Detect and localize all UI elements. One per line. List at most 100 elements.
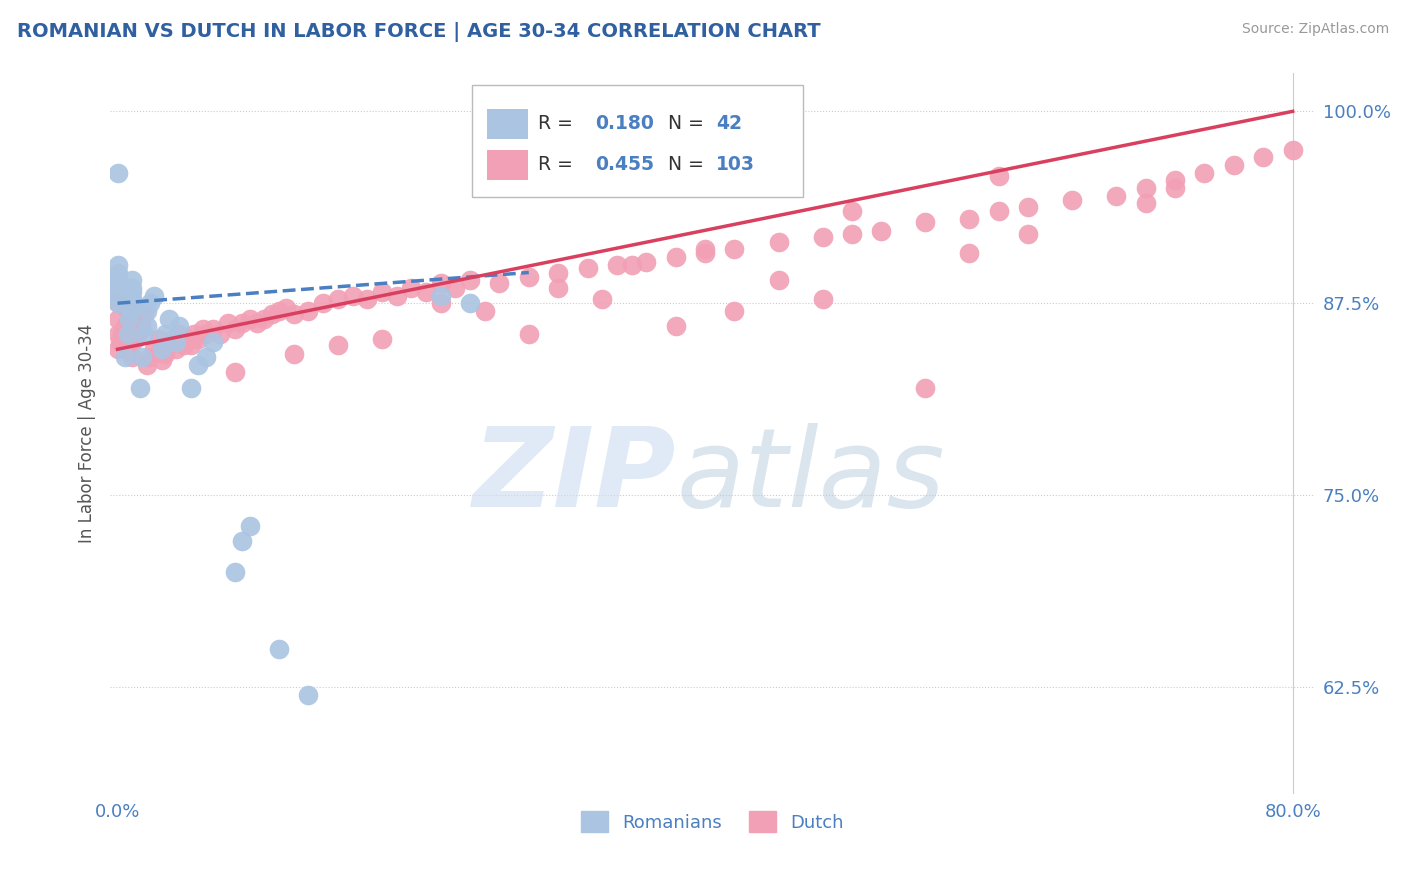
Point <box>576 260 599 275</box>
Point <box>1164 181 1187 195</box>
Point <box>260 307 283 321</box>
Point <box>1135 196 1157 211</box>
Point <box>458 273 481 287</box>
Point <box>488 277 510 291</box>
Point <box>114 319 136 334</box>
Point <box>239 518 262 533</box>
Point <box>117 304 139 318</box>
Point <box>385 288 408 302</box>
Point <box>429 288 451 302</box>
Point <box>342 288 364 302</box>
Point <box>143 288 166 302</box>
Point <box>148 332 170 346</box>
Point <box>209 326 232 341</box>
Point <box>693 243 716 257</box>
Point <box>139 350 162 364</box>
Point <box>107 273 129 287</box>
Point <box>150 343 173 357</box>
Point <box>517 270 540 285</box>
Text: ZIP: ZIP <box>472 424 676 531</box>
Point <box>217 316 239 330</box>
FancyBboxPatch shape <box>471 86 803 197</box>
Point <box>283 347 305 361</box>
Point <box>153 347 176 361</box>
Point <box>1017 200 1039 214</box>
Point <box>177 332 200 346</box>
Point <box>167 326 190 341</box>
Point <box>107 281 129 295</box>
Text: 42: 42 <box>716 114 742 133</box>
Point <box>371 285 394 300</box>
Point <box>165 343 187 357</box>
Point <box>723 304 745 318</box>
Point <box>246 316 269 330</box>
Point <box>121 334 143 349</box>
Point <box>191 322 214 336</box>
Point <box>224 322 246 336</box>
Point <box>841 227 863 241</box>
Point <box>326 292 349 306</box>
Point <box>326 337 349 351</box>
Point <box>132 307 155 321</box>
Point <box>841 204 863 219</box>
Point <box>914 215 936 229</box>
Point <box>143 343 166 357</box>
FancyBboxPatch shape <box>486 109 529 139</box>
Point <box>231 316 253 330</box>
Point <box>914 381 936 395</box>
Point <box>665 250 688 264</box>
Point <box>135 319 157 334</box>
Point <box>180 337 202 351</box>
Point <box>110 334 132 349</box>
Point <box>665 319 688 334</box>
Point <box>107 311 129 326</box>
Text: atlas: atlas <box>676 424 945 531</box>
Point <box>474 304 496 318</box>
FancyBboxPatch shape <box>486 150 529 180</box>
Point <box>312 296 335 310</box>
Point <box>458 296 481 310</box>
Text: ROMANIAN VS DUTCH IN LABOR FORCE | AGE 30-34 CORRELATION CHART: ROMANIAN VS DUTCH IN LABOR FORCE | AGE 3… <box>17 22 821 42</box>
Point <box>107 288 129 302</box>
Point <box>111 326 134 341</box>
Point <box>194 326 217 341</box>
Point <box>107 326 129 341</box>
Point <box>107 296 129 310</box>
Point <box>768 273 790 287</box>
Point <box>120 304 142 318</box>
Y-axis label: In Labor Force | Age 30-34: In Labor Force | Age 30-34 <box>79 324 96 543</box>
Point <box>121 285 143 300</box>
Point <box>723 243 745 257</box>
Point <box>444 281 467 295</box>
Point <box>811 292 834 306</box>
Point <box>1251 150 1274 164</box>
Point <box>297 688 319 702</box>
Point <box>132 326 155 341</box>
Point <box>157 311 180 326</box>
Text: N =: N = <box>668 114 704 133</box>
Point <box>231 534 253 549</box>
Point <box>276 301 298 315</box>
Text: R =: R = <box>537 114 579 133</box>
Point <box>547 281 569 295</box>
Point <box>1135 181 1157 195</box>
Point <box>371 332 394 346</box>
Point <box>201 334 224 349</box>
Point <box>194 350 217 364</box>
Text: N =: N = <box>668 155 704 174</box>
Point <box>117 326 139 341</box>
Point <box>131 350 153 364</box>
Point <box>107 343 129 357</box>
Point <box>180 381 202 395</box>
Point <box>187 358 209 372</box>
Point <box>107 266 129 280</box>
Point <box>547 266 569 280</box>
Point <box>636 254 658 268</box>
Point <box>153 326 176 341</box>
Point <box>139 296 162 310</box>
Point <box>429 277 451 291</box>
Point <box>987 169 1010 183</box>
Text: Source: ZipAtlas.com: Source: ZipAtlas.com <box>1241 22 1389 37</box>
Point <box>107 258 129 272</box>
Text: 0.180: 0.180 <box>596 114 654 133</box>
